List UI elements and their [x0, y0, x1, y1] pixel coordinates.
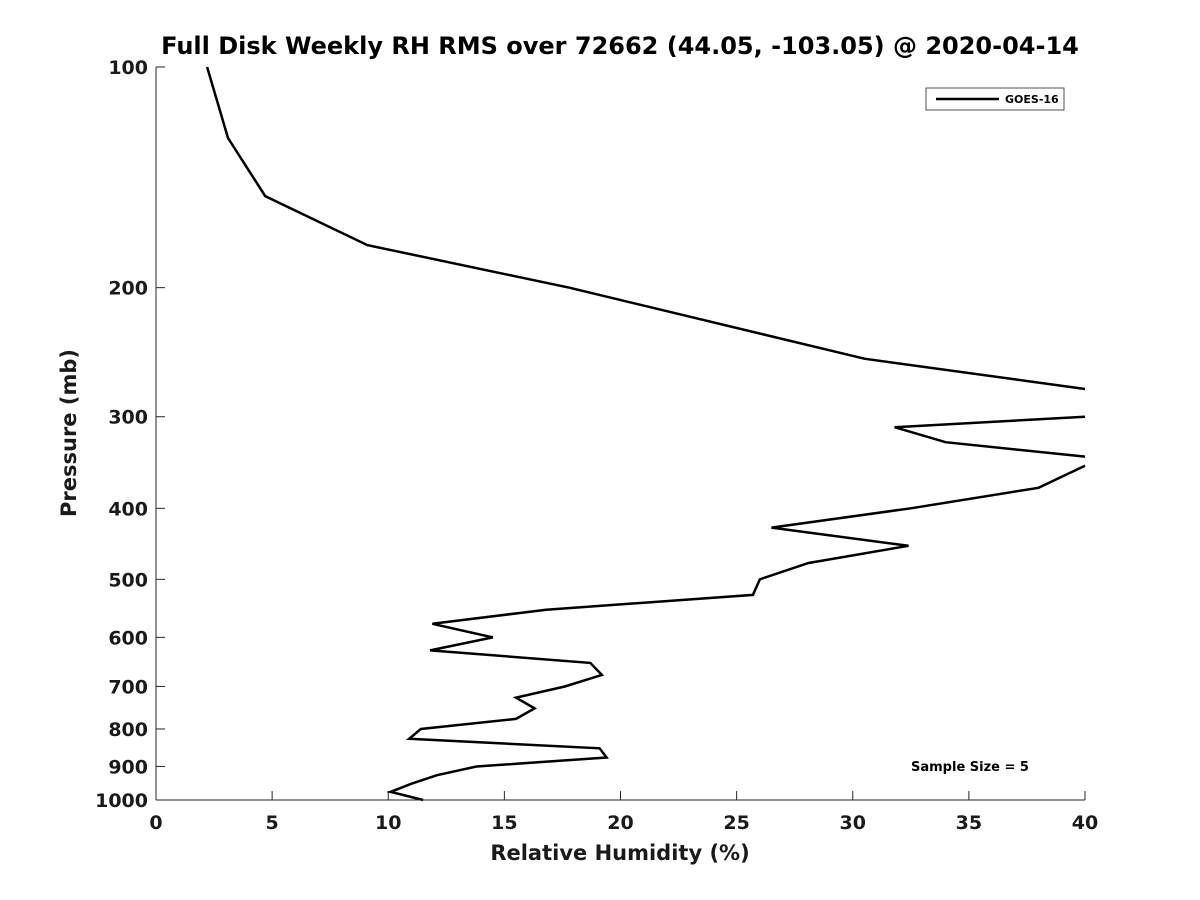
y-tick-label: 200: [108, 278, 148, 300]
sample-size-annotation: Sample Size = 5: [911, 760, 1029, 775]
x-tick-label: 30: [840, 812, 866, 834]
y-axis-label: Pressure (mb): [57, 349, 81, 517]
chart-title: Full Disk Weekly RH RMS over 72662 (44.0…: [161, 32, 1079, 60]
x-tick-label: 20: [607, 812, 633, 834]
x-tick-label: 35: [956, 812, 982, 834]
x-tick-label: 5: [266, 812, 279, 834]
x-tick-label: 10: [375, 812, 401, 834]
y-tick-label: 400: [108, 498, 148, 520]
y-tick-label: 700: [108, 676, 148, 698]
y-axis-ticks: 100 200 300 400 500 600 700 800 900 1000: [95, 57, 165, 812]
legend-label-goes16: GOES-16: [1005, 93, 1059, 106]
x-tick-label: 25: [723, 812, 749, 834]
y-tick-label: 1000: [95, 790, 148, 812]
x-tick-label: 0: [149, 812, 162, 834]
series-line-goes16: [205, 66, 1086, 802]
y-tick-label: 900: [108, 756, 148, 778]
plot-area: [156, 67, 1085, 800]
y-tick-label: 800: [108, 719, 148, 741]
y-tick-label: 100: [108, 57, 148, 79]
x-axis-label: Relative Humidity (%): [490, 841, 749, 865]
y-tick-label: 300: [108, 407, 148, 429]
y-tick-label: 500: [108, 569, 148, 591]
x-tick-label: 15: [491, 812, 517, 834]
x-axis-ticks: 0 5 10 15 20 25 30 35 40: [149, 791, 1098, 834]
legend: GOES-16: [925, 87, 1065, 111]
y-tick-label: 600: [108, 627, 148, 649]
series-layer: [205, 66, 1086, 802]
x-tick-label: 40: [1072, 812, 1098, 834]
